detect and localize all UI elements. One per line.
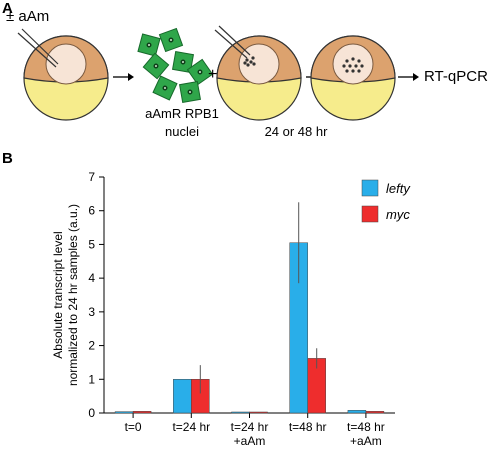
x-tick-label: t=48 hr (347, 420, 385, 434)
legend-swatch-lefty (361, 179, 379, 197)
legend-label-myc: myc (386, 207, 410, 222)
bar-lefty (114, 411, 134, 414)
y-axis-label: normalized to 24 hr samples (a.u.) (66, 204, 80, 386)
panel-b-label: B (2, 150, 13, 167)
bar-myc (365, 411, 385, 414)
nuclei-label-line1: aAmR RPB1 (145, 106, 219, 121)
bar-myc (249, 411, 268, 414)
readout-label: RT-qPCR (424, 68, 488, 85)
y-tick-label: 1 (88, 372, 95, 386)
embryo-incubated (310, 35, 396, 121)
injection-needle-icon (17, 28, 59, 68)
transplant-needle-icon (214, 25, 251, 59)
y-tick-label: 6 (88, 204, 95, 218)
y-tick-label: 0 (88, 406, 95, 420)
nuclei-cells-icon (137, 27, 214, 104)
bar-myc (132, 411, 152, 414)
legend-label-lefty: lefty (386, 181, 411, 196)
plus-sign: + (208, 66, 218, 83)
y-tick-label: 3 (88, 305, 95, 319)
y-tick-label: 4 (88, 271, 95, 285)
x-tick-label: t=48 hr (289, 420, 327, 434)
bar-lefty (173, 379, 192, 414)
x-tick-label: +aAm (350, 434, 382, 448)
y-tick-label: 5 (88, 237, 95, 251)
bar-lefty (347, 410, 367, 414)
x-tick-label: t=24 hr (231, 420, 269, 434)
x-tick-label: t=24 hr (172, 420, 210, 434)
panel-a-label: A (2, 0, 13, 17)
incubation-time-label: 24 or 48 hr (264, 124, 328, 139)
x-tick-label: t=0 (125, 420, 142, 434)
injection-label: ± aAm (6, 8, 50, 25)
y-tick-label: 2 (88, 339, 95, 353)
x-tick-label: +aAm (234, 434, 266, 448)
arrow-icon (113, 73, 134, 81)
nuclei-label-line2: nuclei (165, 124, 199, 139)
embryo-transplant (216, 35, 302, 121)
arrow-icon (398, 73, 419, 81)
legend-swatch-myc (361, 205, 379, 223)
bar-lefty (231, 411, 250, 414)
workflow-diagram (17, 25, 419, 121)
y-tick-label: 7 (88, 170, 95, 184)
y-axis-label: Absolute transcript level (51, 231, 65, 358)
